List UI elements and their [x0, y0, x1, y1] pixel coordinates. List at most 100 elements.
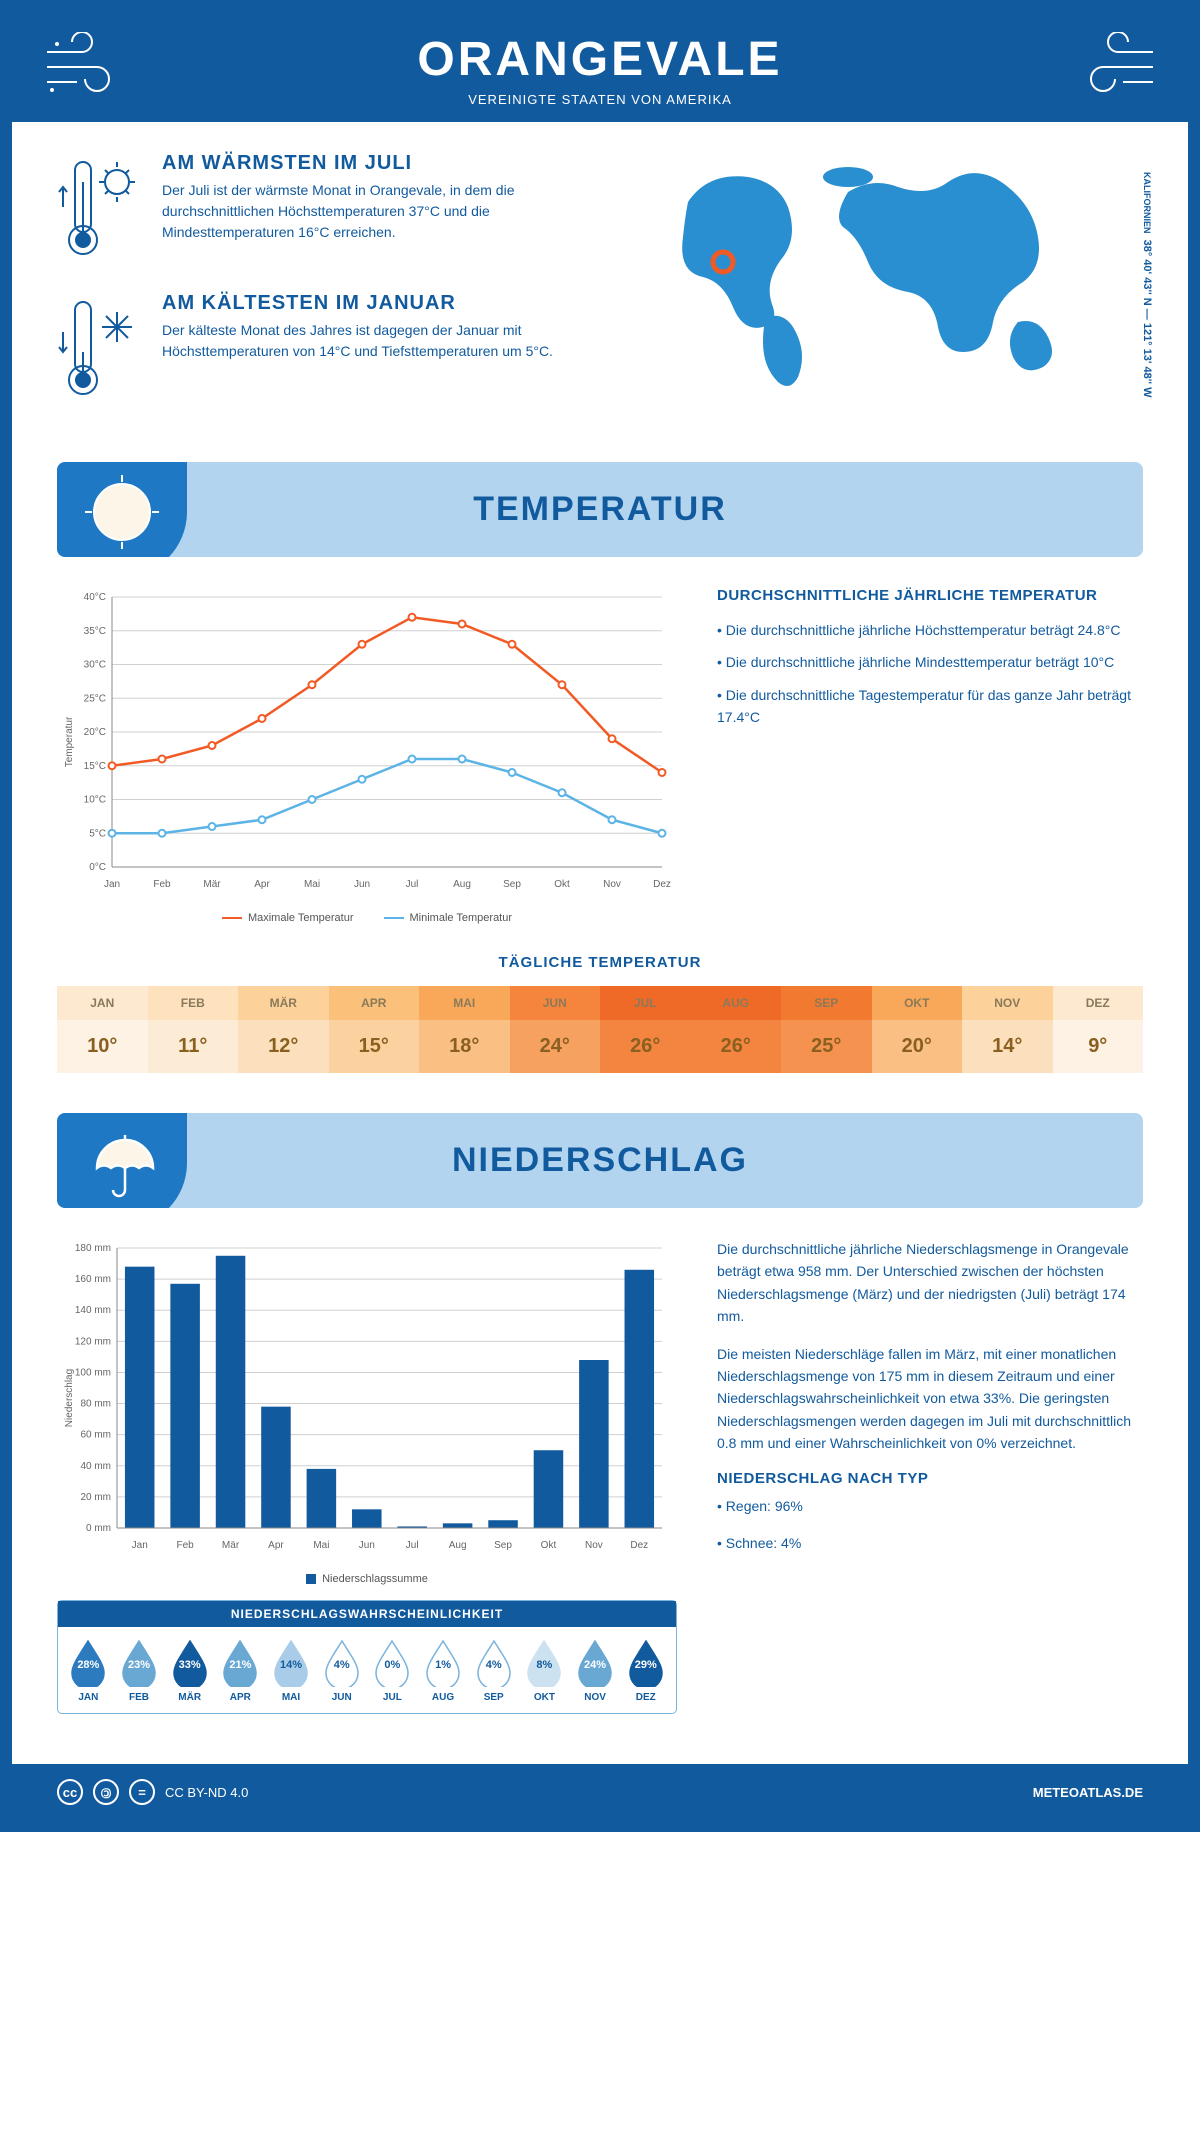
temp-strip-cell: NOV14° — [962, 986, 1053, 1073]
probability-box: NIEDERSCHLAGSWAHRSCHEINLICHKEIT 28%JAN23… — [57, 1600, 677, 1714]
by-icon: 🄯 — [93, 1779, 119, 1805]
page-title: ORANGEVALE — [12, 32, 1188, 87]
svg-text:160 mm: 160 mm — [75, 1274, 111, 1285]
prob-cell: 4%SEP — [468, 1637, 519, 1703]
svg-text:Sep: Sep — [494, 1540, 512, 1551]
prob-cell: 33%MÄR — [164, 1637, 215, 1703]
svg-text:Aug: Aug — [453, 879, 471, 890]
droplet-icon: 14% — [271, 1637, 311, 1687]
precip-type-title: NIEDERSCHLAG NACH TYP — [717, 1470, 1143, 1487]
daily-temp-title: TÄGLICHE TEMPERATUR — [57, 954, 1143, 971]
header-banner: ORANGEVALE VEREINIGTE STAATEN VON AMERIK… — [12, 12, 1188, 122]
temp-strip-cell: AUG26° — [691, 986, 782, 1073]
prob-cell: 28%JAN — [63, 1637, 114, 1703]
license-text: CC BY-ND 4.0 — [165, 1785, 248, 1800]
svg-text:Niederschlag: Niederschlag — [64, 1369, 75, 1427]
svg-text:35°C: 35°C — [84, 626, 106, 637]
droplet-icon: 4% — [322, 1637, 362, 1687]
svg-text:Jul: Jul — [406, 879, 419, 890]
cc-icon: cc — [57, 1779, 83, 1805]
temp-strip-cell: OKT20° — [872, 986, 963, 1073]
temp-strip-cell: JUL26° — [600, 986, 691, 1073]
legend-min: Minimale Temperatur — [410, 912, 513, 924]
temp-strip-cell: APR15° — [329, 986, 420, 1073]
prob-cell: 1%AUG — [418, 1637, 469, 1703]
droplet-icon: 29% — [626, 1637, 666, 1687]
temp-strip-cell: JAN10° — [57, 986, 148, 1073]
coordinates: KALIFORNIEN 38° 40' 43'' N — 121° 13' 48… — [1141, 172, 1153, 397]
svg-text:20 mm: 20 mm — [80, 1492, 111, 1503]
svg-text:100 mm: 100 mm — [75, 1367, 111, 1378]
prob-cell: 23%FEB — [114, 1637, 165, 1703]
temp-strip-cell: MÄR12° — [238, 986, 329, 1073]
svg-text:Aug: Aug — [449, 1540, 467, 1551]
svg-text:30°C: 30°C — [84, 660, 106, 671]
svg-text:Sep: Sep — [503, 879, 521, 890]
temp-aside-title: DURCHSCHNITTLICHE JÄHRLICHE TEMPERATUR — [717, 587, 1143, 604]
coldest-title: AM KÄLTESTEN IM JANUAR — [162, 292, 608, 315]
temp-strip-cell: DEZ9° — [1053, 986, 1144, 1073]
svg-text:0 mm: 0 mm — [86, 1523, 111, 1534]
svg-text:Temperatur: Temperatur — [64, 716, 75, 767]
precip-type-bullet: • Regen: 96% — [717, 1495, 1143, 1517]
daily-temp-strip: JAN10°FEB11°MÄR12°APR15°MAI18°JUN24°JUL2… — [57, 986, 1143, 1073]
temperature-title: TEMPERATUR — [473, 490, 727, 529]
legend-precip: Niederschlagssumme — [322, 1573, 428, 1585]
precip-section-header: NIEDERSCHLAG — [57, 1113, 1143, 1208]
svg-text:Nov: Nov — [603, 879, 621, 890]
svg-text:0°C: 0°C — [89, 862, 106, 873]
precipitation-chart: 0 mm20 mm40 mm60 mm80 mm100 mm120 mm140 … — [57, 1238, 677, 1714]
svg-text:Jan: Jan — [132, 1540, 148, 1551]
precip-title: NIEDERSCHLAG — [452, 1141, 748, 1180]
svg-text:180 mm: 180 mm — [75, 1243, 111, 1254]
svg-text:Okt: Okt — [541, 1540, 557, 1551]
temp-strip-cell: JUN24° — [510, 986, 601, 1073]
svg-text:Feb: Feb — [177, 1540, 195, 1551]
page-subtitle: VEREINIGTE STAATEN VON AMERIKA — [12, 92, 1188, 107]
temp-strip-cell: FEB11° — [148, 986, 239, 1073]
world-map-icon — [648, 152, 1088, 392]
site-name: METEOATLAS.DE — [1033, 1785, 1143, 1800]
footer: cc 🄯 = CC BY-ND 4.0 METEOATLAS.DE — [12, 1764, 1188, 1820]
thermometer-sun-icon — [57, 152, 142, 267]
droplet-icon: 23% — [119, 1637, 159, 1687]
svg-text:5°C: 5°C — [89, 828, 106, 839]
coldest-block: AM KÄLTESTEN IM JANUAR Der kälteste Mona… — [57, 292, 608, 407]
droplet-icon: 1% — [423, 1637, 463, 1687]
temp-bullet: • Die durchschnittliche jährliche Mindes… — [717, 651, 1143, 673]
umbrella-icon — [57, 1113, 187, 1208]
prob-cell: 24%NOV — [570, 1637, 621, 1703]
precip-type-bullet: • Schnee: 4% — [717, 1532, 1143, 1554]
temp-bullet: • Die durchschnittliche jährliche Höchst… — [717, 619, 1143, 641]
svg-text:140 mm: 140 mm — [75, 1305, 111, 1316]
svg-text:120 mm: 120 mm — [75, 1336, 111, 1347]
svg-text:Nov: Nov — [585, 1540, 603, 1551]
svg-text:10°C: 10°C — [84, 795, 106, 806]
svg-text:Dez: Dez — [630, 1540, 648, 1551]
droplet-icon: 24% — [575, 1637, 615, 1687]
wind-icon — [42, 32, 132, 107]
droplet-icon: 33% — [170, 1637, 210, 1687]
svg-text:Mai: Mai — [304, 879, 320, 890]
svg-text:Jan: Jan — [104, 879, 120, 890]
legend-max: Maximale Temperatur — [248, 912, 354, 924]
precip-paragraph: Die durchschnittliche jährliche Niedersc… — [717, 1238, 1143, 1328]
svg-text:40°C: 40°C — [84, 592, 106, 603]
warmest-text: Der Juli ist der wärmste Monat in Orange… — [162, 180, 608, 243]
svg-text:20°C: 20°C — [84, 727, 106, 738]
temp-strip-cell: SEP25° — [781, 986, 872, 1073]
svg-text:Dez: Dez — [653, 879, 671, 890]
nd-icon: = — [129, 1779, 155, 1805]
prob-cell: 4%JUN — [316, 1637, 367, 1703]
svg-text:Mär: Mär — [222, 1540, 240, 1551]
svg-text:Jul: Jul — [406, 1540, 419, 1551]
svg-text:Feb: Feb — [153, 879, 171, 890]
svg-text:Okt: Okt — [554, 879, 570, 890]
temperature-section-header: TEMPERATUR — [57, 462, 1143, 557]
prob-cell: 8%OKT — [519, 1637, 570, 1703]
prob-cell: 21%APR — [215, 1637, 266, 1703]
droplet-icon: 28% — [68, 1637, 108, 1687]
svg-text:60 mm: 60 mm — [80, 1430, 111, 1441]
wind-icon — [1068, 32, 1158, 107]
svg-text:Apr: Apr — [254, 879, 270, 890]
